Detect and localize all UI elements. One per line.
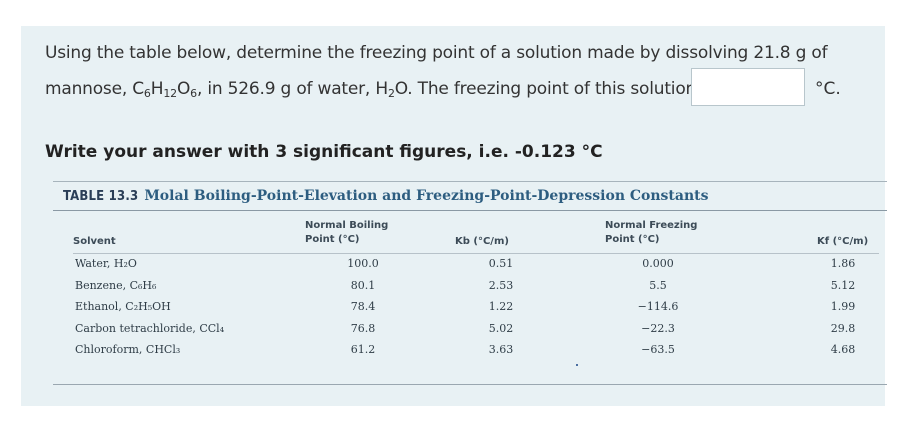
table-row: Water, H₂O 100.0 0.51 0.000 1.86 [53,257,887,278]
table-row: Ethanol, C₂H₅OH 78.4 1.22 −114.6 1.99 [53,300,887,321]
subscript: 2 [387,87,395,100]
table-row: Chloroform, CHCl₃ 61.2 3.63 −63.5 4.68 [53,343,887,364]
cell-nbp: 61.2 [350,343,376,356]
cell-kf: 4.68 [830,343,856,356]
header-line: Normal Freezing [605,220,698,231]
header-line: Point (°C) [305,234,360,245]
cell-nfp: −114.6 [637,300,679,313]
subscript: 6 [143,87,151,100]
cell-kf: 5.12 [830,279,856,292]
table-title: TABLE 13.3 Molal Boiling-Point-Elevation … [63,188,708,204]
header-solvent: Solvent [73,236,116,247]
table-row: Carbon tetrachloride, CCl₄ 76.8 5.02 −22… [53,322,887,343]
cell-kb: 0.51 [488,257,514,270]
table-bottom-rule [53,384,887,385]
table-head-rule [53,210,887,211]
cell-solvent: Ethanol, C₂H₅OH [75,300,171,313]
cell-nbp: 76.8 [350,322,376,335]
table-label: TABLE 13.3 [63,189,139,204]
cell-nbp: 100.0 [347,257,379,270]
instruction-text: Write your answer with 3 significant fig… [45,142,603,162]
table-top-rule [53,181,887,182]
text-segment: O [176,79,191,99]
text-segment: mannose, C [45,79,144,99]
text-segment: H [150,79,164,99]
table-subhead-rule [73,253,879,254]
table-caption: Molal Boiling-Point-Elevation and Freezi… [144,188,709,204]
subscript: 6 [190,87,197,100]
header-normal-freezing: Normal Freezing Point (°C) [605,219,697,247]
cell-kf: 1.99 [830,300,856,313]
cell-kb: 2.53 [488,279,514,292]
cell-solvent: Benzene, C₆H₆ [75,279,157,292]
header-line: Normal Boiling [305,220,389,231]
header-normal-boiling: Normal Boiling Point (°C) [305,219,388,247]
question-line-1: Using the table below, determine the fre… [45,43,828,63]
cell-nbp: 80.1 [350,279,376,292]
table-row: Benzene, C₆H₆ 80.1 2.53 5.5 5.12 [53,279,887,300]
cell-nfp: −63.5 [641,343,675,356]
cell-kf: 29.8 [830,322,856,335]
cell-nfp: −22.3 [641,322,675,335]
cell-solvent: Water, H₂O [75,257,137,270]
cell-kb: 1.22 [488,300,514,313]
unit-label: °C. [815,79,841,99]
cell-nfp: 5.5 [649,279,667,292]
question-line-2: mannose, C6H12O6, in 526.9 g of water, H… [45,79,715,100]
cell-nfp: 0.000 [642,257,674,270]
cell-solvent: Chloroform, CHCl₃ [75,343,181,356]
subscript: 12 [163,87,177,100]
cell-kb: 5.02 [488,322,514,335]
header-kb: Kb (°C/m) [455,236,509,247]
text-segment: , in 526.9 g of water, H [196,79,388,99]
answer-input[interactable] [691,68,805,106]
header-line: Point (°C) [605,234,660,245]
question-panel: Using the table below, determine the fre… [21,26,887,406]
cell-solvent: Carbon tetrachloride, CCl₄ [75,322,225,335]
cell-kf: 1.86 [830,257,856,270]
text-segment: O. The freezing point of this solution i… [394,79,715,99]
cell-nbp: 78.4 [350,300,376,313]
speck-dot [576,364,578,366]
header-kf: Kf (°C/m) [817,236,869,247]
cell-kb: 3.63 [488,343,514,356]
